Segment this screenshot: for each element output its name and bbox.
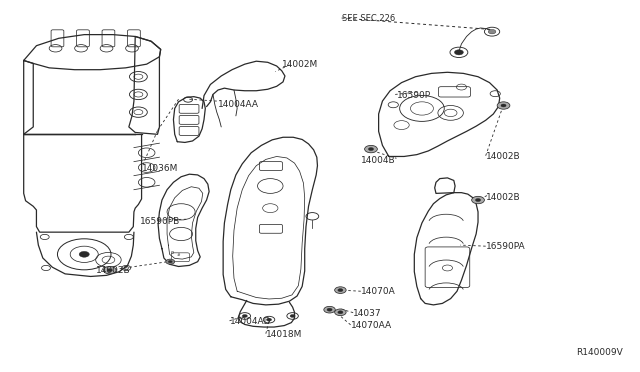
Text: 16590PA: 16590PA [486,243,525,251]
Text: 14070AA: 14070AA [351,321,392,330]
Text: R140009V: R140009V [576,347,623,357]
Circle shape [107,269,112,272]
Text: 14018M: 14018M [266,330,302,339]
Circle shape [324,307,335,313]
Circle shape [335,287,346,294]
Circle shape [168,260,172,263]
Text: o: o [171,250,173,255]
Circle shape [454,50,463,55]
Text: 16590P: 16590P [396,91,431,100]
Circle shape [501,104,506,107]
Text: 14004AD: 14004AD [230,317,271,326]
Text: 14002B: 14002B [96,266,131,275]
Text: SEE SEC.226: SEE SEC.226 [342,13,396,22]
Text: 14070A: 14070A [362,287,396,296]
Circle shape [335,309,346,315]
Circle shape [365,145,378,153]
Circle shape [327,308,332,311]
Circle shape [369,148,374,151]
Circle shape [497,102,510,109]
Text: 14002M: 14002M [282,60,318,69]
Text: 16590PB: 16590PB [140,217,180,225]
Circle shape [290,314,295,317]
Circle shape [472,196,484,204]
Circle shape [243,314,247,317]
Circle shape [103,266,116,274]
Circle shape [338,311,343,314]
Circle shape [266,318,271,321]
Text: 14036M: 14036M [141,164,178,173]
Text: #: # [177,253,180,257]
Circle shape [476,199,481,202]
Text: 14004AA: 14004AA [218,100,259,109]
Circle shape [488,29,496,34]
Circle shape [166,259,175,264]
Circle shape [79,251,90,257]
Text: 14002B: 14002B [486,193,520,202]
Circle shape [338,289,343,292]
Text: 14004B: 14004B [362,155,396,165]
Text: 14002B: 14002B [486,152,520,161]
Text: 14037: 14037 [353,309,382,318]
